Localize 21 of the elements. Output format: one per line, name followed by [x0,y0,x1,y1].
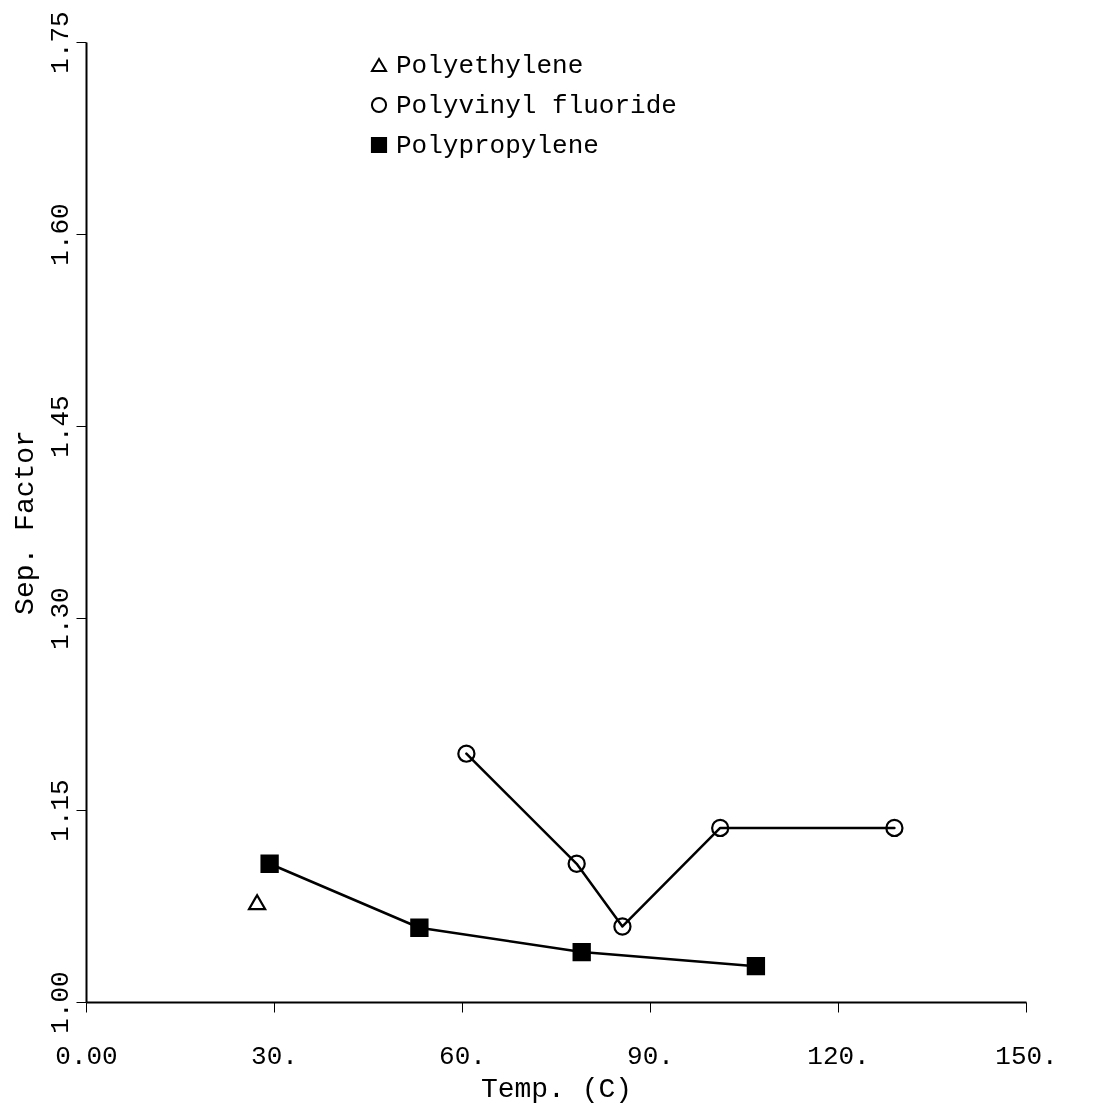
y-tick-label: 1.60 [45,203,76,266]
x-tick-label: 150. [995,1041,1058,1072]
legend-label: Polyethylene [396,51,584,81]
x-tick-label: 0.00 [55,1041,118,1072]
x-tick-label: 30. [251,1041,298,1072]
y-axis-title: Sep. Factor [9,430,41,615]
y-tick-label: 1.15 [45,779,76,842]
x-axis-title: Temp. (C) [480,1073,633,1105]
legend-label: Polypropylene [396,131,599,161]
legend-label: Polyvinyl fluoride [396,91,677,121]
point [260,854,279,873]
y-tick-label: 1.30 [45,587,76,650]
x-tick-label: 60. [439,1041,486,1072]
point [885,818,904,838]
y-tick-label: 1.45 [45,395,76,458]
point [247,894,267,911]
point [746,957,766,976]
y-tick-label: 1.00 [45,971,76,1034]
x-tick-label: 90. [627,1041,674,1072]
y-tick-label: 1.75 [45,11,76,74]
x-tick-label: 120. [807,1041,870,1072]
